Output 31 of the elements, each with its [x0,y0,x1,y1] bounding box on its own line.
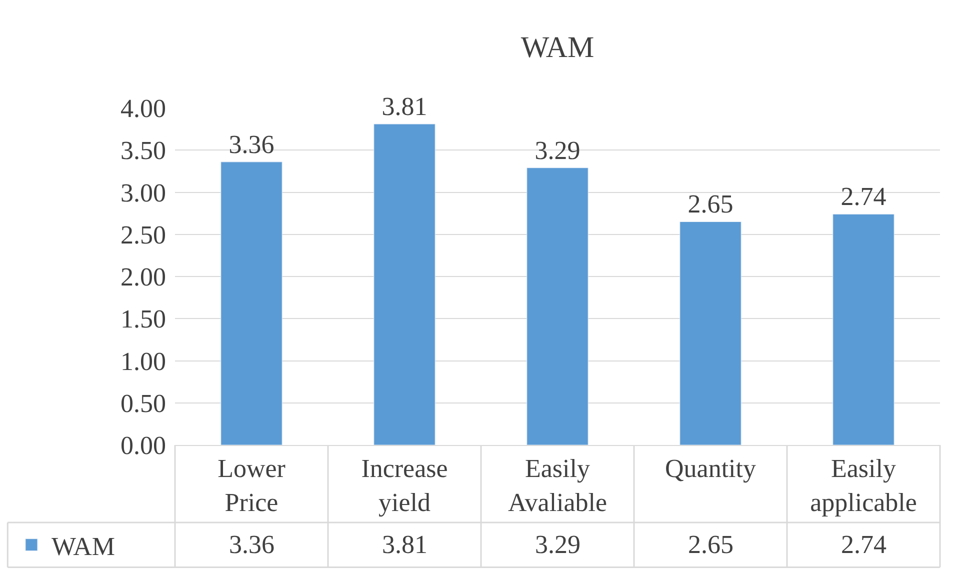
annotation: 2.74 [840,182,886,212]
bar [220,162,282,445]
annotation: 2.65 [688,190,734,219]
legend-label: WAM [51,532,116,561]
chart-title: WAM [520,31,594,64]
y-tick-label: 3.50 [120,136,166,166]
y-tick-label: 0.50 [120,388,166,418]
x-tick-label: Increase yield [361,454,448,517]
x-tick-label: Easily Avaliable [508,454,608,517]
x-tick-label: Lower Price [218,454,286,517]
bar [526,168,588,445]
y-tick-label: 1.00 [120,346,166,376]
y-tick-label: 3.00 [120,178,166,208]
data-label: 2.65 [688,530,734,559]
data-label: 2.74 [841,530,886,559]
y-tick-label: 2.50 [120,220,166,250]
y-tick-label: 0.00 [120,431,166,460]
y-tick-label: 1.50 [120,304,166,334]
annotation: 3.36 [228,130,274,159]
bar [680,221,742,445]
y-tick-label: 2.00 [120,262,166,292]
annotation: 3.29 [534,136,580,165]
x-tick-label: Quantity [665,454,756,484]
data-label: 3.81 [382,530,428,559]
data-label: 3.36 [229,530,274,559]
bar [832,214,894,445]
data-label: 3.29 [535,530,580,559]
bar [374,124,436,445]
annotation: 3.81 [382,92,428,122]
y-tick-label: 4.00 [120,94,166,124]
x-tick-label: Easily applicable [810,454,917,517]
